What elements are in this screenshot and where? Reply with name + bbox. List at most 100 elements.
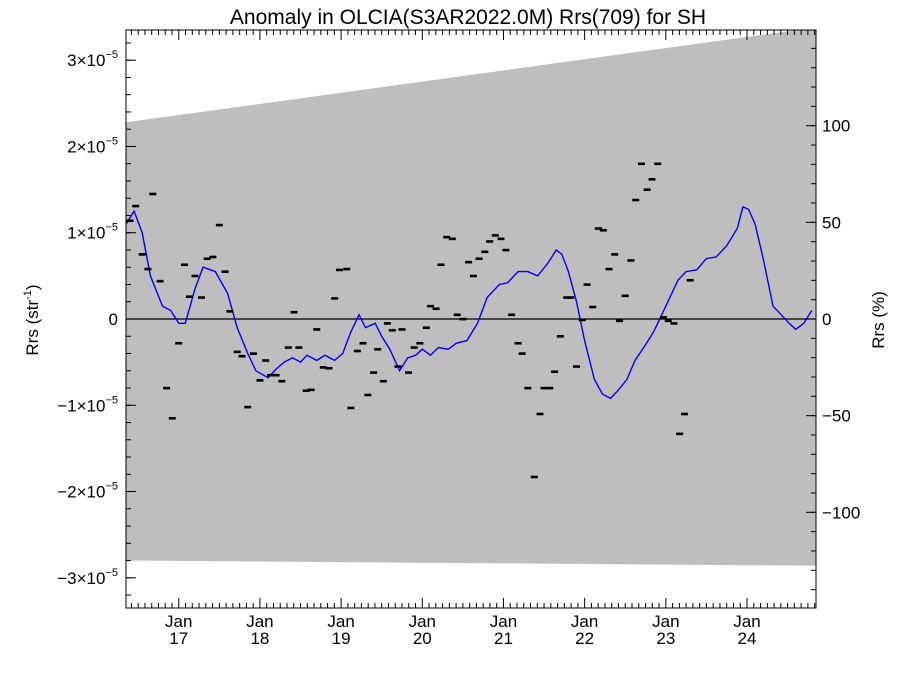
x-tick-year: 17 — [169, 629, 188, 648]
anomaly-point — [325, 366, 333, 370]
y-axis-left-label: Rrs (str-1) — [22, 284, 42, 355]
anomaly-point — [670, 322, 678, 325]
y2-tick-label: 50 — [822, 213, 841, 232]
anomaly-point — [578, 318, 586, 322]
anomaly-point — [175, 341, 183, 345]
anomaly-point — [138, 253, 146, 256]
anomaly-point — [443, 235, 451, 239]
anomaly-point — [448, 237, 456, 241]
anomaly-point — [536, 412, 544, 416]
anomaly-point — [616, 319, 624, 323]
anomaly-point — [290, 310, 298, 314]
anomaly-point — [594, 227, 602, 230]
x-tick-year: 19 — [332, 629, 351, 648]
x-tick-year: 22 — [575, 629, 594, 648]
anomaly-point — [209, 255, 217, 259]
anomaly-point — [659, 316, 667, 319]
x-tick-label: Jan — [733, 612, 760, 631]
anomaly-point — [383, 322, 391, 325]
anomaly-point — [335, 268, 343, 272]
anomaly-point — [654, 162, 662, 166]
anomaly-point — [567, 296, 575, 299]
anomaly-point — [502, 248, 510, 252]
anomaly-point — [379, 379, 387, 383]
y-tick-label: −2×10−5 — [57, 481, 118, 502]
anomaly-point — [583, 283, 591, 286]
anomaly-point — [481, 250, 489, 254]
x-tick-year: 23 — [656, 629, 675, 648]
x-tick-label: Jan — [490, 612, 517, 631]
anomaly-point — [664, 319, 672, 323]
anomaly-point — [648, 178, 656, 181]
anomaly-point — [551, 370, 559, 374]
anomaly-point — [233, 350, 241, 354]
y-axis-right-label: Rrs (%) — [869, 291, 888, 349]
anomaly-point — [518, 352, 526, 355]
plot-area: Jan17Jan18Jan19Jan20Jan21Jan22Jan23Jan24… — [57, 29, 860, 648]
x-tick-label: Jan — [327, 612, 354, 631]
x-tick-label: Jan — [165, 612, 192, 631]
y-tick-label: −3×10−5 — [57, 567, 118, 588]
anomaly-point — [302, 389, 310, 393]
anomaly-point — [272, 373, 280, 377]
anomaly-point — [599, 228, 607, 232]
anomaly-point — [573, 365, 581, 368]
anomaly-point — [163, 386, 171, 390]
anomaly-point — [331, 297, 339, 300]
x-tick-label: Jan — [409, 612, 436, 631]
anomaly-point — [497, 237, 505, 241]
anomaly-point — [410, 346, 418, 349]
anomaly-point — [197, 296, 205, 299]
y2-tick-label: −100 — [822, 503, 860, 522]
anomaly-point — [319, 366, 327, 369]
anomaly-point — [611, 253, 619, 256]
anomaly-point — [508, 313, 516, 317]
anomaly-point — [546, 386, 554, 390]
anomaly-point — [313, 328, 321, 331]
anomaly-point — [284, 346, 292, 349]
anomaly-point — [398, 328, 406, 331]
mean-anomaly-line — [126, 205, 813, 400]
x-tick-year: 20 — [413, 629, 432, 648]
anomaly-point — [453, 313, 461, 317]
y-tick-label: 1×10−5 — [67, 222, 118, 243]
anomaly-point — [144, 267, 152, 271]
anomaly-point — [432, 307, 440, 311]
anomaly-point — [621, 294, 629, 298]
anomaly-point — [465, 260, 473, 264]
x-tick-year: 21 — [494, 629, 513, 648]
anomaly-point — [353, 349, 361, 353]
anomaly-point — [226, 310, 234, 313]
anomaly-point — [180, 263, 188, 267]
anomaly-point — [295, 346, 303, 349]
anomaly-point — [262, 359, 270, 362]
chart-title: Anomaly in OLCIA(S3AR2022.0M) Rrs(709) f… — [230, 6, 706, 29]
anomaly-point — [238, 354, 246, 358]
anomaly-point — [459, 317, 467, 321]
anomaly-point — [168, 417, 176, 420]
anomaly-point — [203, 257, 211, 261]
x-tick-year: 24 — [738, 629, 757, 648]
y-tick-label: 2×10−5 — [67, 135, 118, 156]
y-tick-label: 3×10−5 — [67, 49, 118, 70]
anomaly-point — [156, 279, 164, 283]
anomaly-point — [256, 379, 264, 382]
anomaly-point — [469, 274, 477, 278]
anomaly-point — [530, 475, 538, 479]
anomaly-point — [149, 192, 157, 196]
anomaly-point — [249, 352, 257, 355]
anomaly-point — [680, 412, 688, 416]
anomaly-point — [347, 406, 355, 410]
anomaly-point — [370, 371, 378, 374]
x-tick-label: Jan — [246, 612, 273, 631]
anomaly-point — [394, 365, 402, 368]
y2-tick-label: −50 — [822, 407, 851, 426]
anomaly-point — [388, 329, 396, 332]
anomaly-point — [307, 388, 315, 392]
anomaly-point — [627, 259, 635, 262]
anomaly-point — [643, 188, 651, 191]
anomaly-point — [540, 386, 548, 390]
uncertainty-band — [126, 30, 816, 566]
anomaly-point — [126, 219, 134, 223]
